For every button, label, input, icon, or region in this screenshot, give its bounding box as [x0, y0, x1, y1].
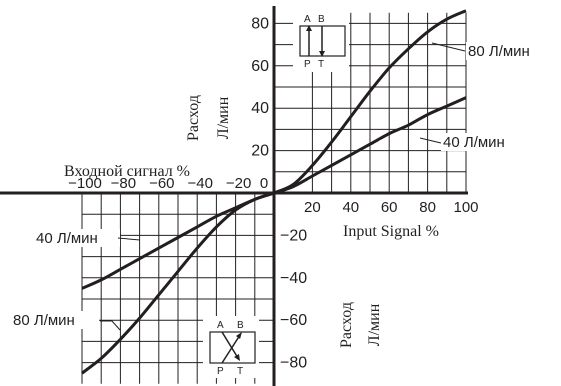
valve-symbol-crossed-arrowhead-1 — [236, 332, 242, 339]
callout-bg-top-80 — [466, 42, 546, 60]
y-axis-title-top: Расход Л/мин — [185, 95, 232, 141]
y-axis-title-bottom-line2: Л/мин — [366, 303, 383, 346]
valve-symbol-crossed-arrowhead-2 — [234, 354, 240, 361]
callout-bg-top-40 — [441, 133, 525, 151]
series-line-40 — [81, 96, 467, 290]
callout-bottom-80: 80 Л/мин — [13, 312, 75, 329]
y-tick-label: 80 — [251, 15, 269, 32]
x-tick-label: −60 — [149, 175, 174, 192]
x-tick-label: −40 — [187, 175, 212, 192]
valve-symbol-straight: A B P T — [293, 8, 349, 72]
valve-straight-port-b: B — [318, 14, 325, 25]
valve-symbol-straight-arrowhead-up — [306, 25, 312, 31]
x-tick-label: −80 — [111, 175, 136, 192]
callout-top-80: 80 Л/мин — [468, 43, 530, 60]
y-tick-label: −60 — [280, 312, 307, 329]
callout-leader-top-80 — [431, 42, 466, 52]
x-tick-label: 20 — [304, 199, 321, 216]
x-axis-title-ru: Входной сигнал % — [64, 163, 190, 180]
valve-straight-port-t: T — [318, 59, 324, 70]
callout-bg-bottom-80 — [11, 311, 99, 329]
valve-crossed-port-t: T — [237, 366, 243, 377]
x-tick-label: −100 — [68, 175, 102, 192]
tick-labels: 20 40 60 80 100−100 −80 −60 −40 −20 080604020−20−… — [68, 15, 478, 371]
y-axis-title-bottom: Расход Л/мин — [338, 302, 383, 348]
callout-bg-bottom-40 — [34, 229, 120, 247]
y-tick-label: −80 — [280, 355, 307, 372]
y-tick-label: −20 — [280, 227, 307, 244]
callout-leader-top-40 — [419, 137, 442, 144]
x-tick-label: 100 — [453, 199, 478, 216]
valve-straight-port-p: P — [304, 59, 311, 70]
curves — [81, 9, 467, 375]
callout-top-40: 40 Л/мин — [443, 134, 505, 151]
valve-symbol-crossed-arrow-1 — [221, 334, 241, 364]
y-axis-title-bottom-line1: Расход — [338, 302, 355, 348]
y-tick-label: 60 — [251, 58, 269, 75]
x-tick-label: 80 — [419, 199, 436, 216]
valve-straight-port-a: A — [304, 14, 311, 25]
x-tick-label: 60 — [381, 199, 398, 216]
y-tick-label: −40 — [280, 270, 307, 287]
valve-symbol-crossed: A B P T — [203, 316, 259, 378]
valve-crossed-port-a: A — [217, 320, 224, 331]
callout-bottom-40: 40 Л/мин — [36, 230, 98, 247]
x-tick-label: 40 — [342, 199, 359, 216]
x-tick-label: −20 — [226, 175, 251, 192]
x-tick-label: 0 — [260, 175, 268, 192]
y-axis-title-top-line1: Расход — [185, 95, 202, 141]
y-axis-title-top-line2: Л/мин — [215, 96, 232, 139]
valve-crossed-port-b: B — [237, 320, 244, 331]
y-tick-label: 40 — [251, 100, 269, 117]
callout-leader-bottom-80 — [100, 320, 121, 331]
callout-leader-bottom-40 — [117, 237, 141, 241]
x-axis-title-en: Input Signal % — [343, 223, 439, 240]
valve-symbol-crossed-arrow-2 — [221, 331, 239, 359]
y-tick-label: 20 — [251, 143, 269, 160]
valve-symbol-straight-arrowhead-down — [319, 51, 325, 57]
valve-crossed-port-p: P — [217, 366, 224, 377]
